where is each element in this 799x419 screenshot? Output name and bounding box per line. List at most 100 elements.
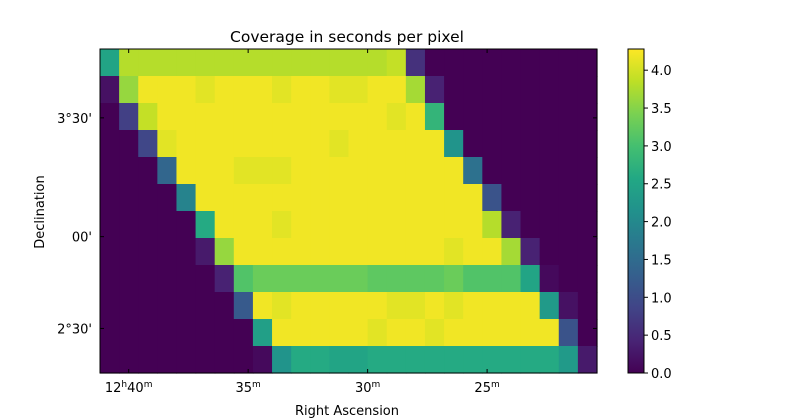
heatmap-cell: [424, 184, 445, 212]
heatmap-cell: [138, 49, 158, 77]
heatmap-cell: [100, 346, 120, 374]
colorbar: [627, 48, 645, 374]
heatmap-cell: [463, 319, 483, 347]
heatmap-cell: [291, 157, 311, 185]
heatmap-cell: [272, 49, 292, 77]
heatmap-cell: [329, 319, 350, 347]
heatmap-cell: [252, 184, 273, 212]
heatmap-cell: [233, 157, 254, 185]
heatmap-cell: [272, 292, 292, 320]
heatmap-cell: [214, 346, 235, 374]
heatmap-cell: [348, 265, 369, 293]
heatmap-cell: [463, 292, 483, 320]
heatmap-cell: [214, 319, 235, 347]
heatmap-cell: [558, 103, 579, 131]
heatmap-cell: [424, 130, 445, 158]
heatmap-cell: [100, 157, 120, 185]
heatmap-cell: [138, 319, 158, 347]
heatmap-cell: [310, 103, 330, 131]
heatmap-cell: [424, 157, 445, 185]
colorbar-tick-label: 1.0: [651, 291, 672, 306]
heatmap-cell: [252, 319, 273, 347]
heatmap-cell: [214, 157, 235, 185]
heatmap-cell: [157, 130, 178, 158]
heatmap-cell: [501, 157, 522, 185]
heatmap-cell: [520, 103, 541, 131]
heatmap-cell: [195, 346, 216, 374]
heatmap-cell: [424, 346, 445, 374]
heatmap-cell: [463, 238, 483, 266]
heatmap-cell: [386, 49, 407, 77]
heatmap-cell: [386, 157, 407, 185]
heatmap-cell: [444, 265, 464, 293]
heatmap-cell: [558, 184, 579, 212]
heatmap-cell: [386, 103, 407, 131]
heatmap-cell: [348, 184, 369, 212]
heatmap-cell: [233, 184, 254, 212]
heatmap-cell: [329, 346, 350, 374]
heatmap-cell: [405, 130, 426, 158]
colorbar-tick-label: 3.5: [651, 102, 672, 117]
heatmap-cell: [444, 130, 464, 158]
heatmap-cell: [539, 49, 560, 77]
heatmap-cell: [424, 49, 445, 77]
heatmap-cell: [195, 292, 216, 320]
heatmap-cell: [157, 346, 178, 374]
heatmap-cell: [272, 130, 292, 158]
heatmap-cell: [386, 265, 407, 293]
heatmap-cell: [539, 211, 560, 239]
heatmap-cell: [195, 211, 216, 239]
heatmap-cell: [348, 211, 369, 239]
heatmap-cell: [539, 130, 560, 158]
heatmap-cell: [577, 319, 598, 347]
heatmap-cell: [195, 103, 216, 131]
heatmap-cell: [386, 211, 407, 239]
heatmap-cell: [558, 211, 579, 239]
heatmap-cell: [348, 292, 369, 320]
heatmap-cell: [291, 319, 311, 347]
heatmap-cell: [463, 130, 483, 158]
heatmap-cell: [272, 157, 292, 185]
heatmap-cell: [157, 238, 178, 266]
heatmap-cell: [539, 319, 560, 347]
heatmap-cell: [577, 292, 598, 320]
heatmap-cell: [291, 103, 311, 131]
heatmap-cell: [176, 130, 197, 158]
x-axis-label: Right Ascension: [295, 404, 399, 419]
y-axis-label: Declination: [33, 175, 48, 249]
heatmap-cell: [348, 157, 369, 185]
heatmap-cell: [310, 157, 330, 185]
heatmap-cell: [310, 238, 330, 266]
y-tick-label: 2°30': [57, 322, 92, 337]
heatmap-cell: [157, 292, 178, 320]
heatmap: [100, 49, 598, 374]
heatmap-cell: [176, 346, 197, 374]
heatmap-cell: [157, 319, 178, 347]
heatmap-cell: [291, 265, 311, 293]
heatmap-cell: [119, 103, 139, 131]
heatmap-cell: [577, 103, 598, 131]
heatmap-cell: [272, 238, 292, 266]
heatmap-cell: [444, 49, 464, 77]
heatmap-cell: [252, 292, 273, 320]
heatmap-cell: [138, 238, 158, 266]
heatmap-cell: [100, 211, 120, 239]
heatmap-cell: [176, 265, 197, 293]
heatmap-cell: [444, 319, 464, 347]
heatmap-cell: [119, 211, 139, 239]
heatmap-cell: [444, 238, 464, 266]
heatmap-cell: [119, 265, 139, 293]
heatmap-cell: [577, 130, 598, 158]
heatmap-cell: [195, 319, 216, 347]
heatmap-cell: [348, 103, 369, 131]
heatmap-cell: [176, 319, 197, 347]
heatmap-cell: [310, 319, 330, 347]
heatmap-cell: [233, 292, 254, 320]
heatmap-cell: [405, 103, 426, 131]
y-tick-label: 3°30': [57, 112, 92, 127]
heatmap-cell: [463, 76, 483, 104]
heatmap-cell: [539, 238, 560, 266]
heatmap-cell: [405, 76, 426, 104]
heatmap-cell: [424, 319, 445, 347]
